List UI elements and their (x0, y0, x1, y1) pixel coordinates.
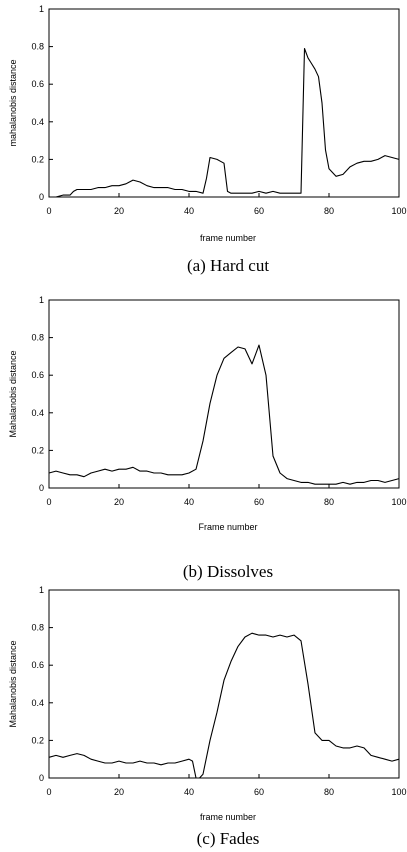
x-tick-label: 40 (184, 206, 194, 216)
x-tick-label: 60 (254, 497, 264, 507)
y-tick-label: 0.6 (31, 79, 44, 89)
x-tick-label: 60 (254, 206, 264, 216)
series-line-1 (55, 47, 400, 198)
y-tick-label: 0.2 (31, 445, 44, 455)
y-tick-label: 0.8 (31, 333, 44, 343)
x-tick-label: 100 (391, 206, 406, 216)
y-tick-label: 0.8 (31, 623, 44, 633)
plot-frame (48, 589, 400, 779)
x-axis-label: Frame number (198, 522, 257, 532)
x-tick-label: 20 (114, 497, 124, 507)
y-axis-label: Mahalanobis distance (8, 350, 18, 437)
y-tick-label: 0.6 (31, 370, 44, 380)
y-tick-label: 1 (39, 295, 44, 305)
y-tick-label: 1 (39, 585, 44, 595)
y-tick-label: 0.2 (31, 154, 44, 164)
x-tick-label: 80 (324, 206, 334, 216)
y-tick-label: 1 (39, 4, 44, 14)
y-tick-label: 0.8 (31, 42, 44, 52)
x-tick-label: 40 (184, 787, 194, 797)
y-axis-label: mahalanobis distance (8, 59, 18, 146)
x-tick-label: 20 (114, 787, 124, 797)
x-axis-label: frame number (200, 233, 256, 243)
x-tick-label: 80 (324, 497, 334, 507)
y-tick-label: 0 (39, 483, 44, 493)
chart-panel-2: 0 20 40 60 80 100 0 0.2 0.4 0.6 0.8 1 Frame number Ma… (8, 295, 407, 581)
chart-panel-1: 0 20 40 60 80 100 0 0.2 0.4 0.6 0.8 1 frame number ma… (8, 4, 407, 275)
x-tick-label: 40 (184, 497, 194, 507)
y-tick-label: 0.4 (31, 408, 44, 418)
chart-panel-3: 0 20 40 60 80 100 0 0.2 0.4 0.6 0.8 1 frame number Ma… (8, 585, 407, 848)
x-tick-label: 100 (391, 787, 406, 797)
x-tick-label: 60 (254, 787, 264, 797)
y-tick-label: 0.6 (31, 660, 44, 670)
x-axis-label: frame number (200, 812, 256, 822)
x-tick-label: 0 (46, 497, 51, 507)
y-tick-label: 0.4 (31, 117, 44, 127)
y-tick-label: 0 (39, 773, 44, 783)
chart-caption: (a) Hard cut (187, 256, 269, 275)
series-line-1 (48, 632, 400, 779)
x-tick-label: 0 (46, 787, 51, 797)
x-tick-label: 80 (324, 787, 334, 797)
x-tick-label: 100 (391, 497, 406, 507)
y-tick-label: 0.2 (31, 735, 44, 745)
y-tick-label: 0 (39, 192, 44, 202)
series-line-1 (48, 344, 400, 485)
chart-caption: (c) Fades (197, 829, 260, 848)
plot-frame (48, 299, 400, 489)
chart-caption: (b) Dissolves (183, 562, 273, 581)
y-axis-label: Mahalanobis distance (8, 640, 18, 727)
plot-frame (48, 8, 400, 198)
y-tick-label: 0.4 (31, 698, 44, 708)
x-tick-label: 0 (46, 206, 51, 216)
x-tick-label: 20 (114, 206, 124, 216)
